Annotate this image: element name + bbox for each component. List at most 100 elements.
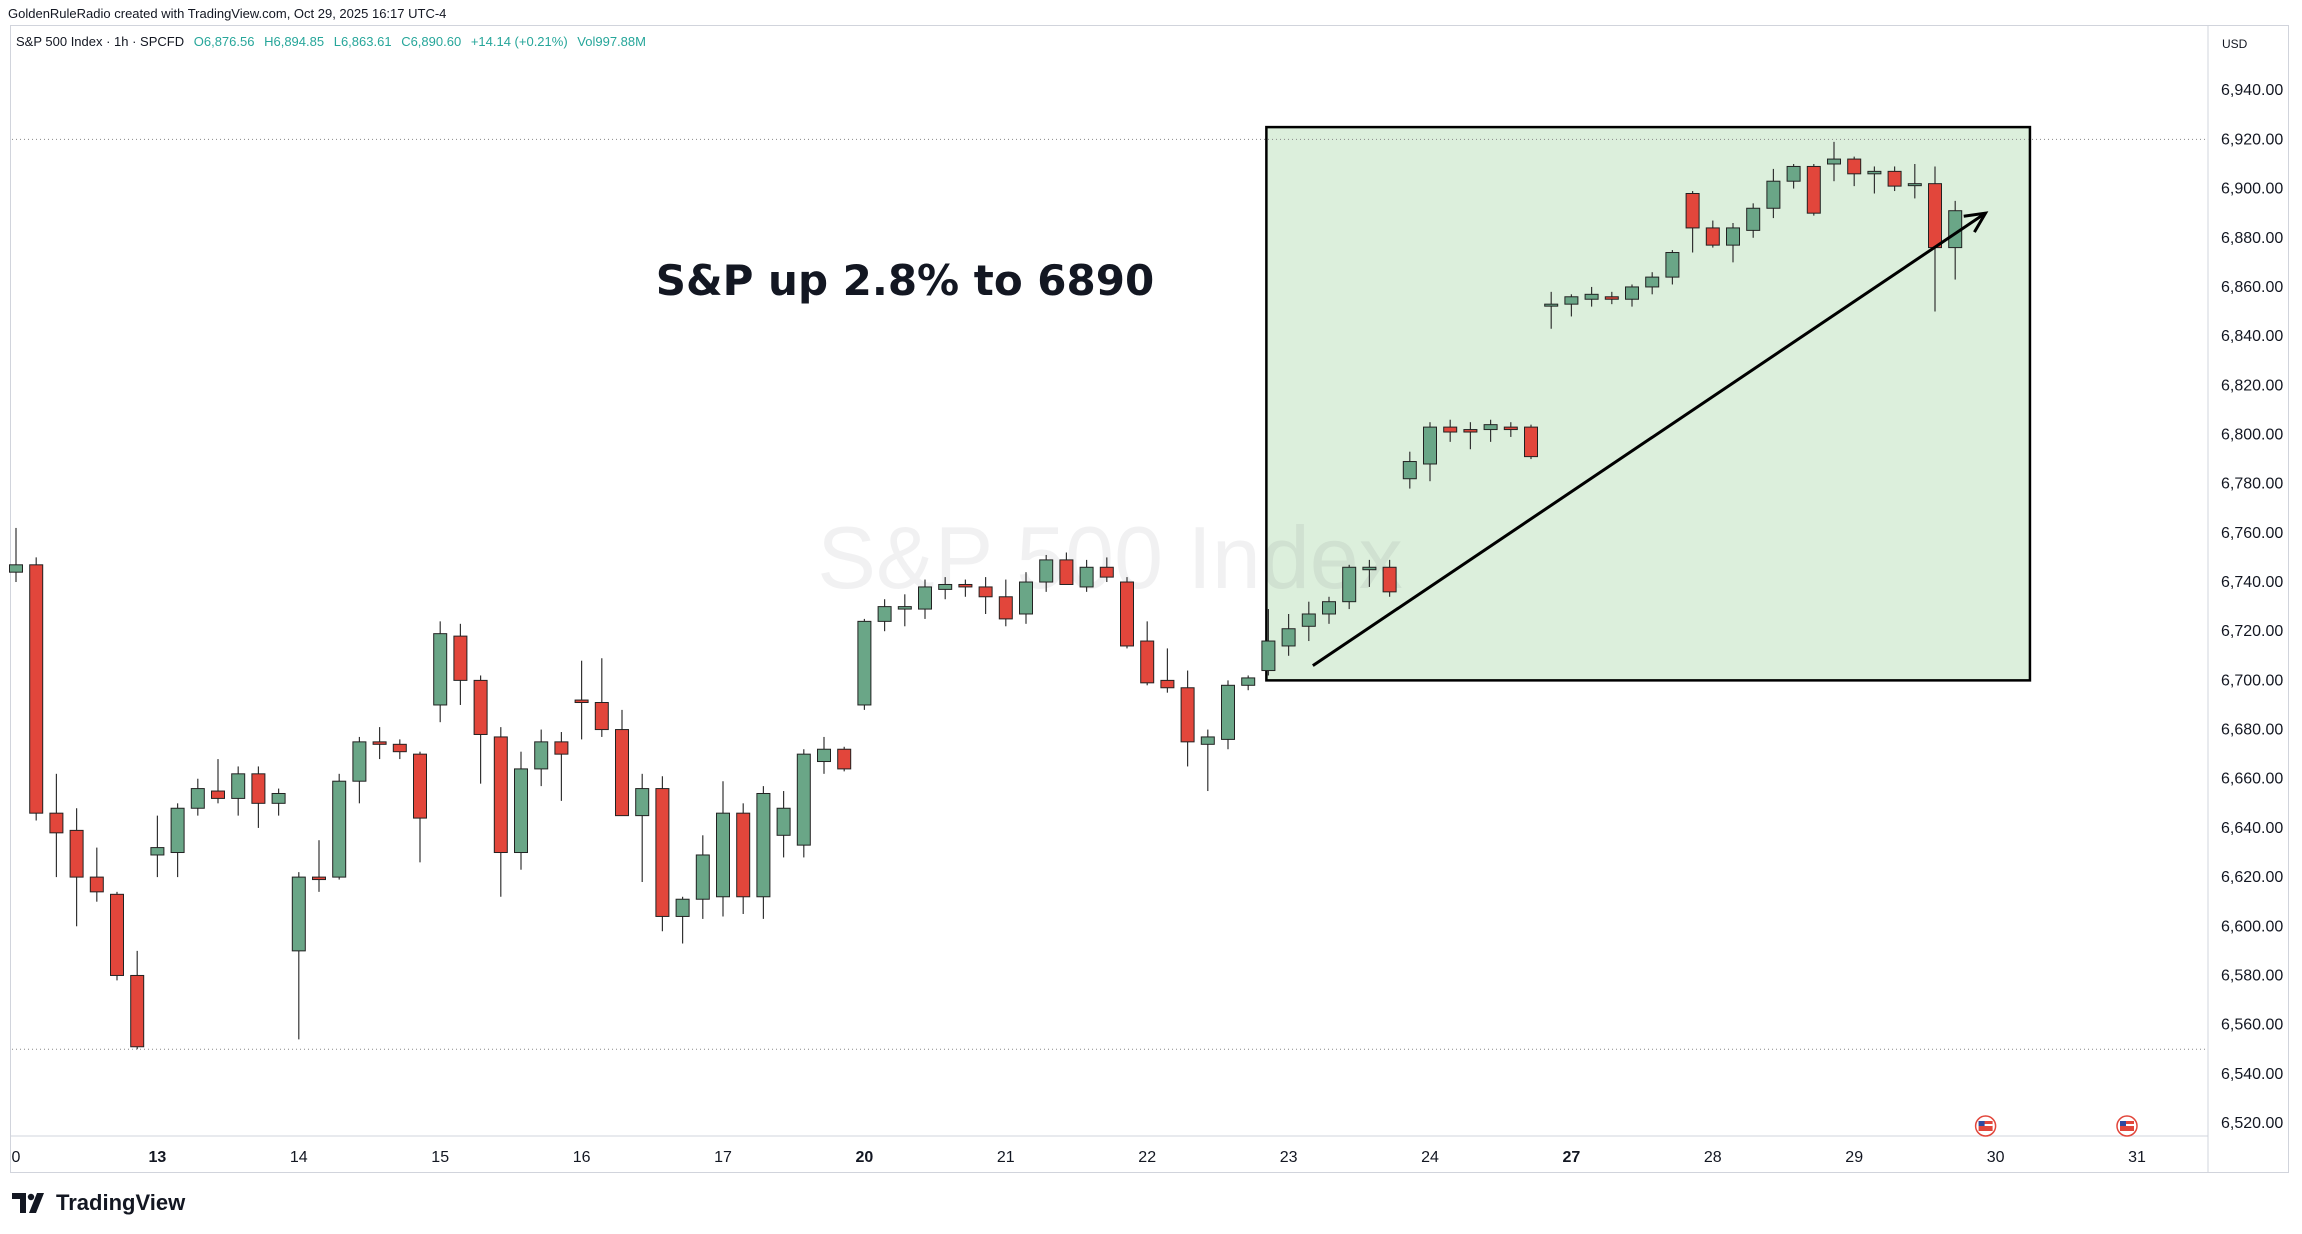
candle[interactable] (190, 778, 205, 816)
candle[interactable] (655, 776, 670, 932)
candle[interactable] (938, 577, 953, 600)
symbol-legend[interactable]: S&P 500 Index · 1h · SPCFD O6,876.56 H6,… (16, 34, 652, 49)
candle[interactable] (291, 872, 306, 1040)
candle[interactable] (1261, 609, 1276, 676)
candle[interactable] (1584, 286, 1599, 307)
candle[interactable] (1322, 596, 1336, 624)
candle[interactable] (918, 579, 932, 619)
candle[interactable] (1847, 156, 1862, 187)
candle[interactable] (736, 803, 751, 914)
candle[interactable] (1665, 250, 1680, 285)
candle[interactable] (1463, 422, 1478, 450)
candle[interactable] (251, 766, 266, 828)
candle[interactable] (998, 579, 1013, 627)
candle[interactable] (1645, 272, 1660, 295)
candle[interactable] (1200, 729, 1215, 792)
candle[interactable] (1281, 613, 1296, 656)
candle[interactable] (675, 896, 690, 944)
candle[interactable] (1362, 559, 1377, 587)
candle[interactable] (1867, 166, 1882, 194)
candle[interactable] (514, 751, 528, 870)
candle[interactable] (1039, 554, 1054, 592)
candle[interactable] (594, 658, 609, 737)
candle[interactable] (716, 781, 730, 917)
candle[interactable] (1827, 141, 1841, 182)
candle[interactable] (1120, 577, 1134, 649)
candle[interactable] (1079, 559, 1094, 592)
candle[interactable] (857, 618, 872, 710)
candle[interactable] (1625, 284, 1639, 307)
candle[interactable] (635, 773, 650, 883)
candle[interactable] (372, 727, 387, 760)
candle[interactable] (352, 736, 367, 804)
candle[interactable] (1907, 163, 1922, 199)
candle[interactable] (1503, 422, 1518, 437)
candle[interactable] (1887, 166, 1902, 192)
candle[interactable] (1059, 552, 1074, 585)
candle[interactable] (837, 746, 852, 772)
candle[interactable] (1221, 680, 1235, 750)
candle[interactable] (89, 847, 104, 902)
candle[interactable] (1786, 163, 1801, 189)
candle[interactable] (978, 577, 993, 614)
candle[interactable] (453, 623, 468, 705)
us-event-icon[interactable] (1974, 1115, 1997, 1137)
candle[interactable] (1746, 203, 1761, 238)
candle[interactable] (1180, 670, 1195, 767)
candle[interactable] (433, 621, 448, 723)
candle[interactable] (1806, 163, 1821, 216)
candle[interactable] (1160, 648, 1175, 693)
currency-label[interactable]: USD (2222, 37, 2248, 51)
candle[interactable] (877, 599, 892, 632)
candle[interactable] (1705, 220, 1720, 248)
candle[interactable] (69, 808, 84, 927)
candle[interactable] (695, 835, 710, 919)
candle[interactable] (1241, 675, 1256, 691)
candle[interactable] (392, 739, 407, 760)
candle[interactable] (110, 891, 124, 981)
candle[interactable] (332, 773, 347, 880)
candle[interactable] (1402, 451, 1417, 489)
candle[interactable] (29, 557, 44, 821)
candle[interactable] (473, 675, 488, 784)
candle[interactable] (211, 759, 225, 804)
candle[interactable] (574, 660, 589, 740)
candle[interactable] (49, 773, 64, 878)
tradingview-logo[interactable]: TradingView (12, 1190, 185, 1216)
candle[interactable] (756, 786, 771, 919)
candle[interactable] (130, 950, 145, 1050)
us-event-icon[interactable] (2116, 1115, 2138, 1137)
candle[interactable] (615, 709, 629, 817)
candle[interactable] (1382, 559, 1397, 597)
candle[interactable] (776, 791, 791, 858)
candle[interactable] (9, 527, 23, 583)
candle[interactable] (493, 727, 508, 897)
candle[interactable] (1019, 572, 1033, 624)
candle[interactable] (1726, 223, 1740, 263)
candle[interactable] (1685, 191, 1700, 253)
candle[interactable] (231, 766, 246, 816)
candle[interactable] (150, 815, 165, 878)
candle[interactable] (1766, 168, 1781, 219)
candle[interactable] (1524, 424, 1538, 460)
candle[interactable] (554, 732, 569, 801)
candle[interactable] (796, 749, 811, 858)
candle[interactable] (1483, 419, 1498, 442)
candle[interactable] (271, 788, 286, 816)
candle[interactable] (1099, 557, 1114, 583)
candle[interactable] (1342, 564, 1357, 610)
candle[interactable] (534, 729, 549, 787)
candle[interactable] (1423, 422, 1437, 482)
candle[interactable] (170, 803, 185, 878)
candle[interactable] (1443, 419, 1458, 442)
candle[interactable] (1140, 621, 1155, 686)
candle[interactable] (1301, 601, 1316, 642)
candle[interactable] (413, 751, 427, 863)
symbol-name[interactable]: S&P 500 Index · 1h · SPCFD (16, 34, 185, 49)
candle[interactable] (1604, 291, 1619, 305)
trend-arrow[interactable] (1312, 211, 1987, 667)
candle[interactable] (817, 736, 831, 774)
candle[interactable] (312, 840, 326, 892)
candle[interactable] (1564, 294, 1579, 317)
